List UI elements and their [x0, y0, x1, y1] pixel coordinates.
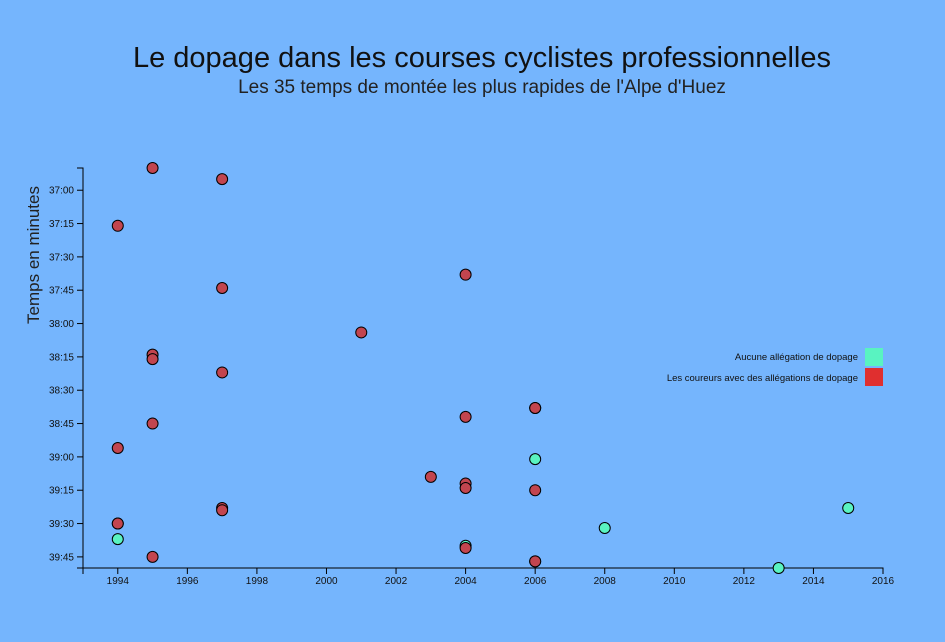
data-point-doping [216, 504, 229, 517]
data-point-no-doping [842, 502, 855, 514]
chart-subtitle: Les 35 temps de montée les plus rapides … [238, 77, 726, 98]
y-tick-label: 39:45 [49, 552, 74, 563]
data-point-doping [529, 402, 542, 414]
y-tick-label: 39:15 [49, 486, 74, 497]
data-point-doping [111, 219, 124, 232]
data-point-doping [424, 470, 437, 483]
data-point-doping [146, 417, 159, 430]
data-point-no-doping [598, 522, 611, 534]
data-point-doping [216, 173, 229, 186]
data-point-doping [216, 366, 229, 379]
y-tick-label: 38:15 [49, 352, 74, 363]
y-tick-label: 39:00 [49, 452, 74, 463]
data-point-doping [459, 410, 472, 423]
y-tick-label: 37:45 [49, 286, 74, 297]
chart-title: Le dopage dans les courses cyclistes pro… [133, 42, 831, 74]
data-point-doping [355, 326, 368, 339]
x-tick-label: 2000 [315, 576, 338, 587]
data-point-doping [529, 484, 542, 497]
data-point-doping [111, 517, 124, 530]
data-point-doping [146, 550, 159, 563]
y-tick-label: 39:30 [49, 519, 74, 530]
data-point-doping [146, 162, 159, 174]
x-tick-label: 2002 [385, 576, 408, 587]
x-tick-label: 2004 [454, 576, 477, 587]
data-point-doping [459, 482, 472, 494]
legend-label-no-doping: Aucune allégation de dopage [735, 352, 858, 363]
data-point-doping [459, 268, 472, 281]
data-point-no-doping [111, 533, 124, 546]
x-axis: 1994 1996 1998 2000 2002 2004 2006 2008 2010 2012… [82, 567, 895, 587]
legend-swatch-doping [865, 368, 883, 386]
x-tick-label: 2016 [872, 576, 895, 587]
legend-label-doping: Les coureurs avec des allégations de dop… [667, 373, 858, 384]
data-point-doping [216, 282, 229, 294]
x-tick-label: 2010 [663, 576, 686, 587]
x-axis-line [82, 567, 884, 574]
y-axis-line [77, 167, 84, 569]
data-point-no-doping [529, 453, 542, 466]
legend: Aucune allégation de dopage Les coureurs… [667, 348, 883, 386]
y-axis: 37:00 37:15 37:30 37:45 38:00 38:15 38:30 38:45… [49, 167, 84, 569]
y-tick-label: 38:00 [49, 319, 74, 330]
data-point-doping [146, 353, 159, 366]
x-tick-label: 1996 [176, 576, 199, 587]
data-point-no-doping [772, 562, 785, 574]
data-points [111, 162, 855, 574]
x-tick-label: 2012 [733, 576, 756, 587]
data-point-doping [111, 442, 124, 454]
data-point-doping [459, 542, 472, 554]
x-tick-label: 1998 [246, 576, 269, 587]
x-tick-label: 2008 [594, 576, 617, 587]
legend-swatch-no-doping [865, 348, 883, 366]
y-tick-label: 37:15 [49, 219, 74, 230]
y-tick-label: 37:00 [49, 186, 74, 197]
y-axis-label: Temps en minutes [24, 186, 43, 324]
y-tick-label: 37:30 [49, 252, 74, 263]
data-point-doping [529, 555, 542, 568]
y-tick-label: 38:30 [49, 386, 74, 397]
x-tick-label: 2014 [802, 576, 825, 587]
x-tick-label: 2006 [524, 576, 547, 587]
x-tick-label: 1994 [107, 576, 130, 587]
y-tick-label: 38:45 [49, 419, 74, 430]
